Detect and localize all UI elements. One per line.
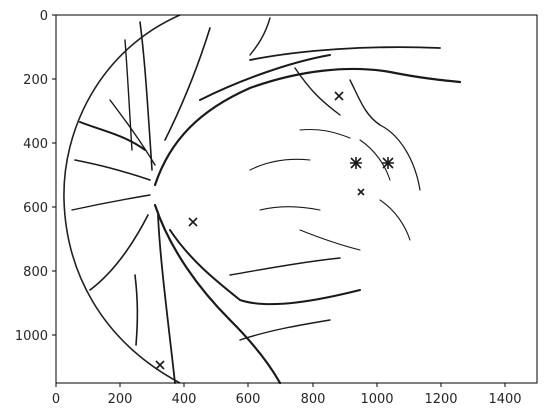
y-tick-label: 800	[23, 265, 48, 280]
lesion-marker	[188, 217, 198, 227]
x-tick-label: 200	[108, 392, 133, 407]
lesion-marker	[357, 188, 365, 196]
lesion-marker	[334, 91, 344, 101]
lesion-marker	[350, 157, 362, 169]
x-tick-label: 0	[52, 392, 60, 407]
x-tick-label: 1400	[488, 392, 521, 407]
x-tick-label: 1000	[360, 392, 393, 407]
x-tick-label: 1200	[424, 392, 457, 407]
y-tick-label: 0	[40, 9, 48, 24]
lesion-marker	[382, 157, 394, 169]
lesion-marker	[155, 360, 165, 370]
y-tick-label: 200	[23, 73, 48, 88]
y-tick-labels: 0 200 400 600 800 1000	[15, 9, 48, 344]
fundus-boundary-arc	[63, 14, 181, 384]
axes-frame	[55, 14, 538, 384]
lesion-markers	[155, 91, 394, 370]
x-tick-label: 800	[301, 392, 326, 407]
y-tick-label: 1000	[15, 329, 48, 344]
x-axis	[55, 383, 506, 387]
y-tick-label: 600	[23, 201, 48, 216]
x-tick-label: 600	[236, 392, 261, 407]
vessel-segmentation	[71, 17, 462, 385]
image-axes-background	[56, 15, 537, 383]
x-tick-label: 400	[172, 392, 197, 407]
y-axis	[52, 14, 56, 336]
y-tick-label: 400	[23, 137, 48, 152]
x-tick-labels: 0 200 400 600 800 1000 1200 1400	[52, 392, 522, 407]
